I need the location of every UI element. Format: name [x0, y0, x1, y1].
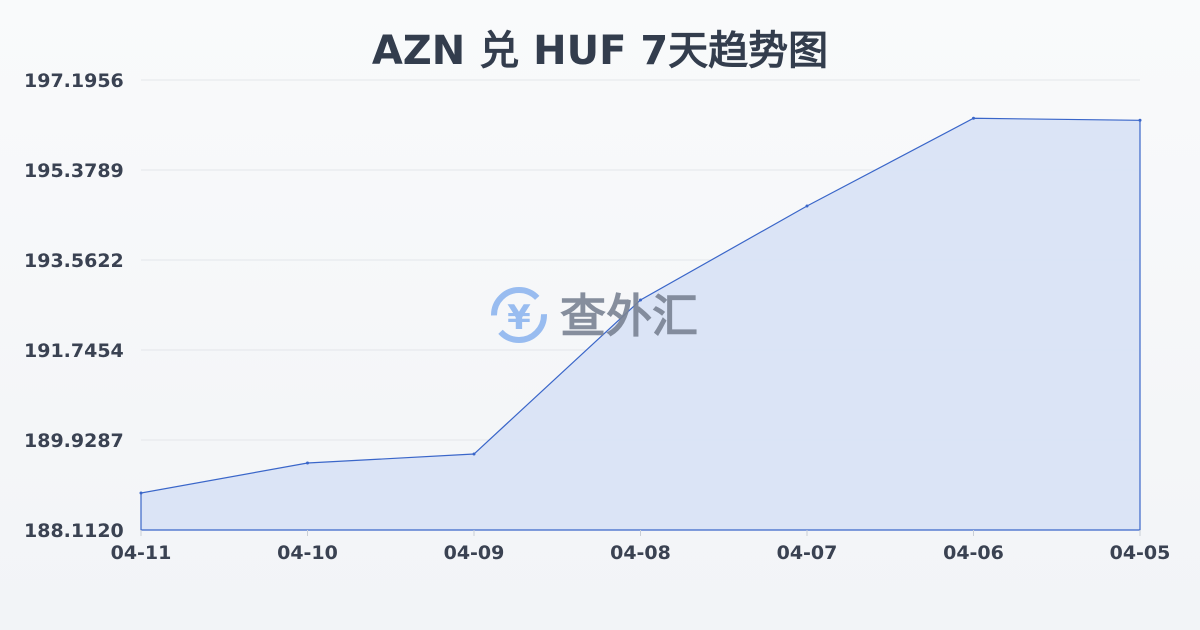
data-point: [472, 452, 476, 456]
y-tick-label: 195.3789: [24, 160, 124, 182]
y-tick-label: 197.1956: [24, 70, 124, 92]
yen-glyph: ¥: [507, 298, 531, 338]
y-tick-label: 189.9287: [24, 430, 124, 452]
y-tick-label: 193.5622: [24, 250, 124, 272]
x-tick-label: 04-09: [444, 542, 505, 564]
yen-exchange-icon: [491, 287, 547, 343]
data-point: [972, 116, 975, 120]
data-point: [805, 204, 809, 208]
area-fill: [141, 118, 1140, 530]
data-point: [639, 298, 642, 302]
x-tick-label: 04-07: [777, 542, 838, 564]
y-tick-label: 191.7454: [24, 340, 124, 362]
data-point: [1138, 118, 1142, 122]
series-line: [140, 117, 1141, 531]
chart-title: AZN 兑 HUF 7天趋势图: [371, 28, 829, 74]
watermark: ¥ 查外汇: [491, 287, 698, 343]
data-point: [139, 491, 143, 495]
x-tick-label: 04-08: [610, 542, 671, 564]
x-tick-label: 04-06: [943, 542, 1004, 564]
watermark-text: 查外汇: [560, 289, 698, 343]
y-tick-label: 188.1120: [24, 520, 124, 542]
x-tick-label: 04-05: [1110, 542, 1171, 564]
x-tick-label: 04-11: [111, 542, 172, 564]
data-point: [306, 461, 309, 465]
x-tick-label: 04-10: [277, 542, 338, 564]
